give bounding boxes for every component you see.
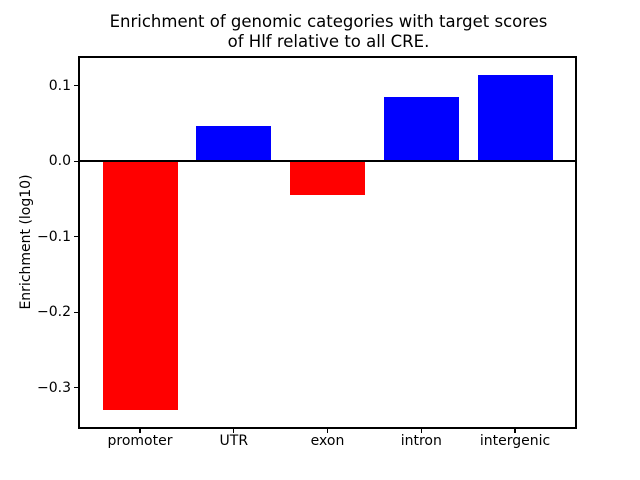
- y-tick-mark: [74, 311, 78, 313]
- y-tick-label: −0.2: [37, 304, 71, 321]
- bar-UTR: [196, 125, 272, 162]
- bar-exon: [290, 161, 365, 195]
- bar-promoter: [102, 161, 178, 411]
- bar-intron: [383, 97, 459, 162]
- x-tick-label-promoter: promoter: [107, 433, 173, 449]
- x-tick-mark: [420, 429, 422, 433]
- x-tick-label-intron: intron: [400, 433, 442, 449]
- y-tick-mark: [74, 236, 78, 238]
- zero-line: [80, 160, 575, 163]
- bar-intergenic: [477, 74, 553, 162]
- y-tick-label: 0.1: [48, 77, 71, 94]
- y-tick-label: −0.1: [37, 228, 71, 245]
- y-tick-label: 0.0: [48, 153, 71, 170]
- x-tick-mark: [326, 429, 329, 433]
- chart-title: Enrichment of genomic categories with ta…: [109, 12, 548, 51]
- x-tick-mark: [139, 429, 141, 433]
- y-tick-mark: [74, 85, 78, 87]
- x-tick-mark: [233, 429, 235, 433]
- x-tick-label-intergenic: intergenic: [479, 433, 551, 449]
- x-tick-label-UTR: UTR: [219, 433, 249, 449]
- y-tick-label: −0.3: [37, 379, 71, 396]
- y-tick-mark: [74, 160, 78, 162]
- x-tick-mark: [514, 429, 516, 433]
- plot-area: [78, 56, 577, 429]
- y-tick-mark: [74, 387, 78, 389]
- x-tick-label-exon: exon: [310, 433, 345, 449]
